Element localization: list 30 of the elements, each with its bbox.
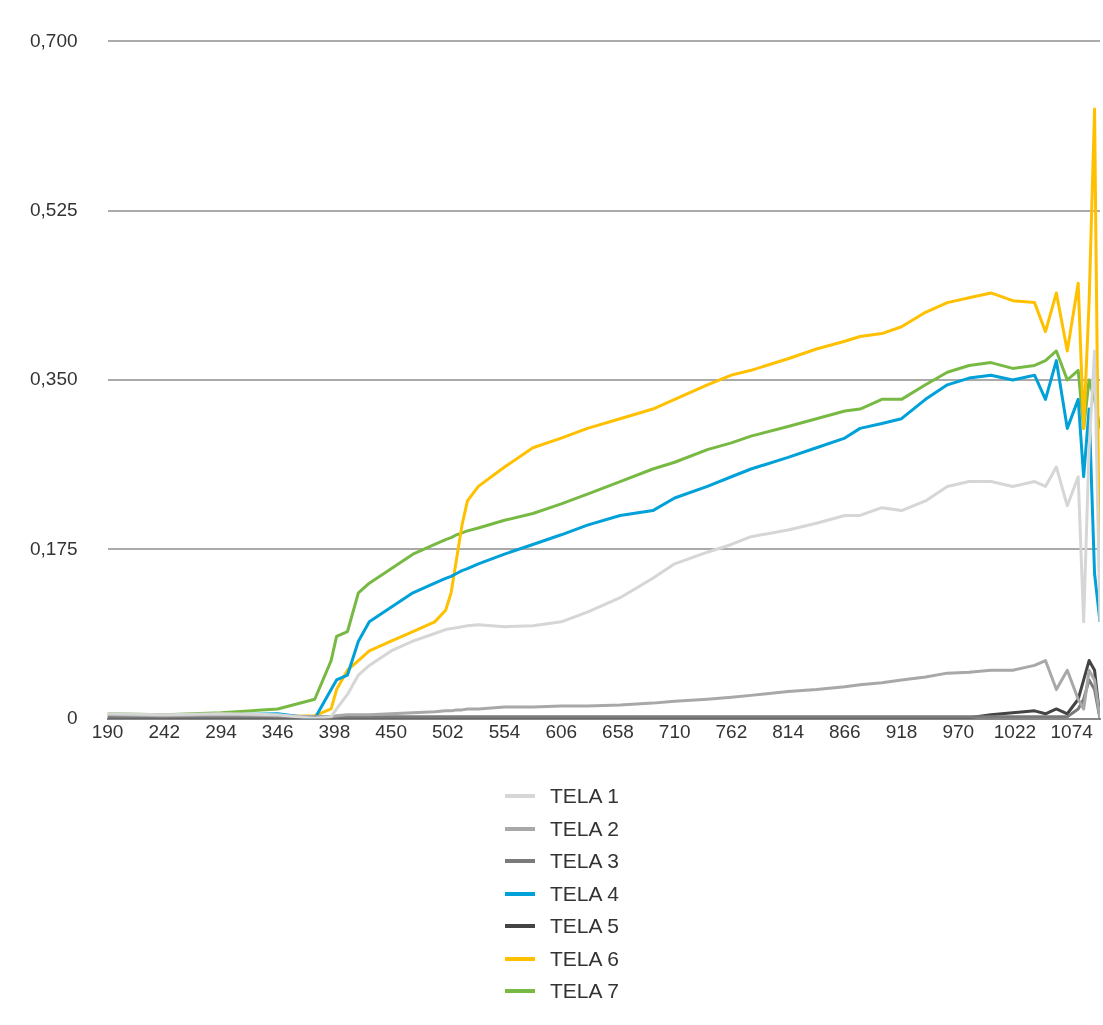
legend-label: TELA 7 (550, 979, 619, 1004)
x-tick-label: 190 (91, 721, 124, 743)
x-tick-label: 814 (772, 721, 805, 743)
y-tick-label: 0,175 (30, 537, 78, 559)
legend-label: TELA 5 (550, 914, 619, 939)
x-tick-label: 554 (488, 721, 521, 743)
y-tick-label: 0,525 (30, 198, 78, 220)
x-tick-label: 450 (375, 721, 407, 743)
x-tick-label: 1022 (993, 721, 1037, 743)
legend-label: TELA 6 (550, 946, 619, 971)
x-tick-label: 606 (545, 721, 578, 743)
y-tick-label: 0,700 (30, 29, 78, 51)
x-tick-label: 762 (715, 721, 748, 743)
x-tick-label: 294 (205, 721, 238, 743)
x-tick-label: 1074 (1050, 721, 1094, 743)
x-tick-label: 866 (828, 721, 861, 743)
legend-label: TELA 3 (550, 849, 619, 874)
y-tick-label: 0,350 (30, 368, 78, 390)
x-tick-label: 918 (885, 721, 918, 743)
x-tick-label: 242 (148, 721, 181, 743)
y-tick-label: 0 (66, 706, 78, 728)
x-tick-label: 346 (261, 721, 294, 743)
legend-label: TELA 4 (550, 881, 619, 906)
x-tick-label: 502 (431, 721, 464, 743)
x-tick-label: 970 (942, 721, 975, 743)
legend-label: TELA 1 (550, 784, 619, 809)
legend-label: TELA 2 (550, 816, 619, 841)
x-tick-label: 398 (318, 721, 351, 743)
x-tick-label: 658 (602, 721, 634, 743)
x-tick-label: 710 (658, 721, 691, 743)
